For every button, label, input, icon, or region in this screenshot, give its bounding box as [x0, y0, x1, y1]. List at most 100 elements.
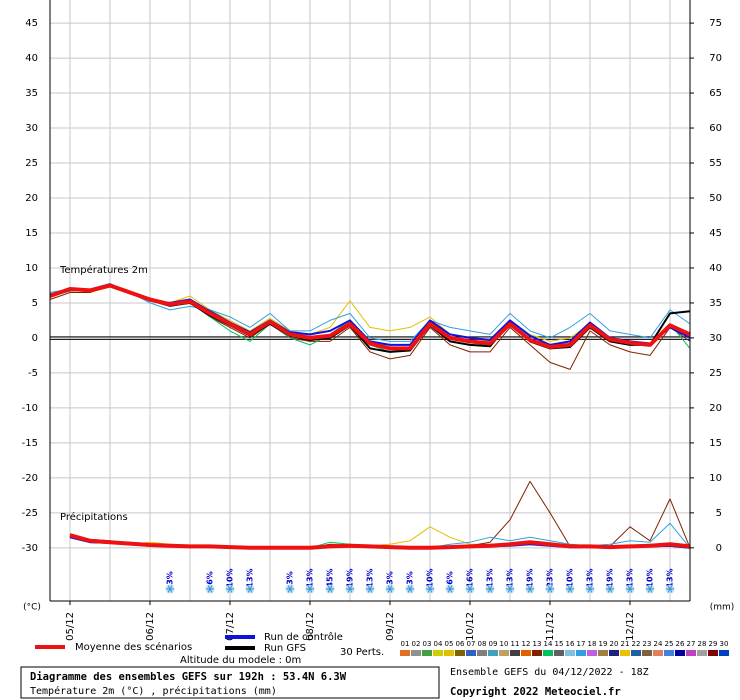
- legend-label: Run GFS: [264, 643, 306, 654]
- x-tick-label: 12/12: [625, 612, 636, 641]
- y-tick-label: -30: [22, 543, 38, 554]
- snow-icon: [425, 584, 435, 594]
- y-tick-label: 35: [25, 88, 38, 99]
- perturbation-legend-label: 28: [698, 640, 707, 648]
- perturbation-legend-label: 08: [478, 640, 487, 648]
- snow-probability: 10%: [566, 568, 575, 587]
- y-tick-label: -10: [22, 403, 38, 414]
- snow-icon-ray: [367, 585, 373, 593]
- y2-tick-label: 5: [716, 508, 722, 519]
- chart-subtitle: Température 2m (°C) , précipitations (mm…: [30, 685, 277, 697]
- perturbation-legend-swatch: [686, 650, 696, 656]
- snow-icon-ray: [387, 585, 393, 593]
- snow-icon: [365, 584, 375, 594]
- y2-tick-label: 45: [709, 228, 722, 239]
- perturbation-legend-swatch: [433, 650, 443, 656]
- snow-icon-ray: [427, 585, 433, 593]
- perturbation-legend-label: 26: [676, 640, 685, 648]
- y2-label: (mm): [710, 603, 735, 613]
- perturbation-legend-swatch: [455, 650, 465, 656]
- perturbation-legend-swatch: [422, 650, 432, 656]
- snow-icon-ray: [527, 585, 533, 593]
- snow-probability: 13%: [366, 568, 375, 587]
- perturbation-legend-label: 03: [423, 640, 432, 648]
- perturbation-legend-label: 13: [533, 640, 542, 648]
- snow-icon: [345, 584, 355, 594]
- precipitation-line: [69, 533, 691, 550]
- perturbation-legend-label: 20: [610, 640, 619, 648]
- snow-icon-ray: [407, 585, 413, 593]
- snow-icon: [465, 584, 475, 594]
- snow-icon: [565, 584, 575, 594]
- snow-probability: 16%: [466, 568, 475, 587]
- perturbation-legend-label: 09: [489, 640, 498, 648]
- perturbation-legend-label: 16: [566, 640, 575, 648]
- snow-probability: 10%: [646, 568, 655, 587]
- perturbation-legend-swatch: [565, 650, 575, 656]
- perturbation-legend-label: 25: [665, 640, 674, 648]
- x-tick-label: 10/12: [465, 612, 476, 641]
- x-tick-label: 09/12: [385, 612, 396, 641]
- snow-icon: [605, 584, 615, 594]
- snow-icon: [405, 584, 415, 594]
- snow-probability: 10%: [226, 568, 235, 587]
- title-box: [20, 666, 440, 699]
- y-tick-label: -15: [22, 438, 38, 449]
- perturbation-legend-label: 10: [500, 640, 509, 648]
- chart-title: Diagramme des ensembles GEFS sur 192h : …: [30, 671, 347, 683]
- perturbation-legend-swatch: [499, 650, 509, 656]
- snow-probability: 13%: [666, 568, 675, 587]
- perturbation-legend-swatch: [477, 650, 487, 656]
- snow-icon: [665, 584, 675, 594]
- run-info: Ensemble GEFS du 04/12/2022 - 18Z: [450, 667, 649, 678]
- snow-icon-ray: [247, 585, 253, 593]
- altitude: Altitude du modele : 0m: [180, 655, 301, 666]
- y-label: (°C): [23, 603, 41, 613]
- snow-icon-ray: [307, 585, 313, 593]
- snow-icon-ray: [467, 585, 473, 593]
- perturbation-legend-label: 15: [555, 640, 564, 648]
- snow-probability: 3%: [386, 571, 395, 585]
- y2-tick-label: 30: [709, 333, 722, 344]
- y2-tick-label: 50: [709, 193, 722, 204]
- copyright: Copyright 2022 Meteociel.fr: [450, 686, 621, 698]
- snow-icon-ray: [227, 585, 233, 593]
- snow-icon: [545, 584, 555, 594]
- perturbation-legend-label: 02: [412, 640, 421, 648]
- snow-icon-ray: [487, 585, 493, 593]
- y2-tick-label: 60: [709, 123, 722, 134]
- snow-icon-ray: [547, 585, 553, 593]
- snow-probability: 19%: [526, 568, 535, 587]
- snow-icon: [165, 584, 175, 594]
- perturbation-legend-label: 01: [401, 640, 410, 648]
- perturbation-legend-swatch: [631, 650, 641, 656]
- snow-icon: [325, 584, 335, 594]
- perturbation-legend-label: 06: [456, 640, 465, 648]
- snow-icon: [485, 584, 495, 594]
- snow-icon: [445, 584, 455, 594]
- perturbation-legend-swatch: [587, 650, 597, 656]
- snow-probability: 10%: [426, 568, 435, 587]
- x-tick-label: 06/12: [145, 612, 156, 641]
- snow-icon-ray: [207, 585, 213, 593]
- snow-probability: 13%: [506, 568, 515, 587]
- snow-icon-ray: [647, 585, 653, 593]
- y2-tick-label: 15: [709, 438, 722, 449]
- perturbation-legend-swatch: [521, 650, 531, 656]
- snow-icon-ray: [607, 585, 613, 593]
- perturbation-legend-swatch: [675, 650, 685, 656]
- snow-icon: [505, 584, 515, 594]
- perturbation-legend-swatch: [543, 650, 553, 656]
- snow-probability: 13%: [246, 568, 255, 587]
- y2-tick-label: 75: [709, 18, 722, 29]
- y-tick-label: 25: [25, 158, 38, 169]
- y-tick-label: 10: [25, 263, 38, 274]
- perturbation-temperature-line: [49, 282, 691, 342]
- perturbation-legend-swatch: [411, 650, 421, 656]
- y-tick-label: 15: [25, 228, 38, 239]
- temperature-line: [49, 283, 691, 351]
- snow-icon-ray: [627, 585, 633, 593]
- snow-icon-ray: [347, 585, 353, 593]
